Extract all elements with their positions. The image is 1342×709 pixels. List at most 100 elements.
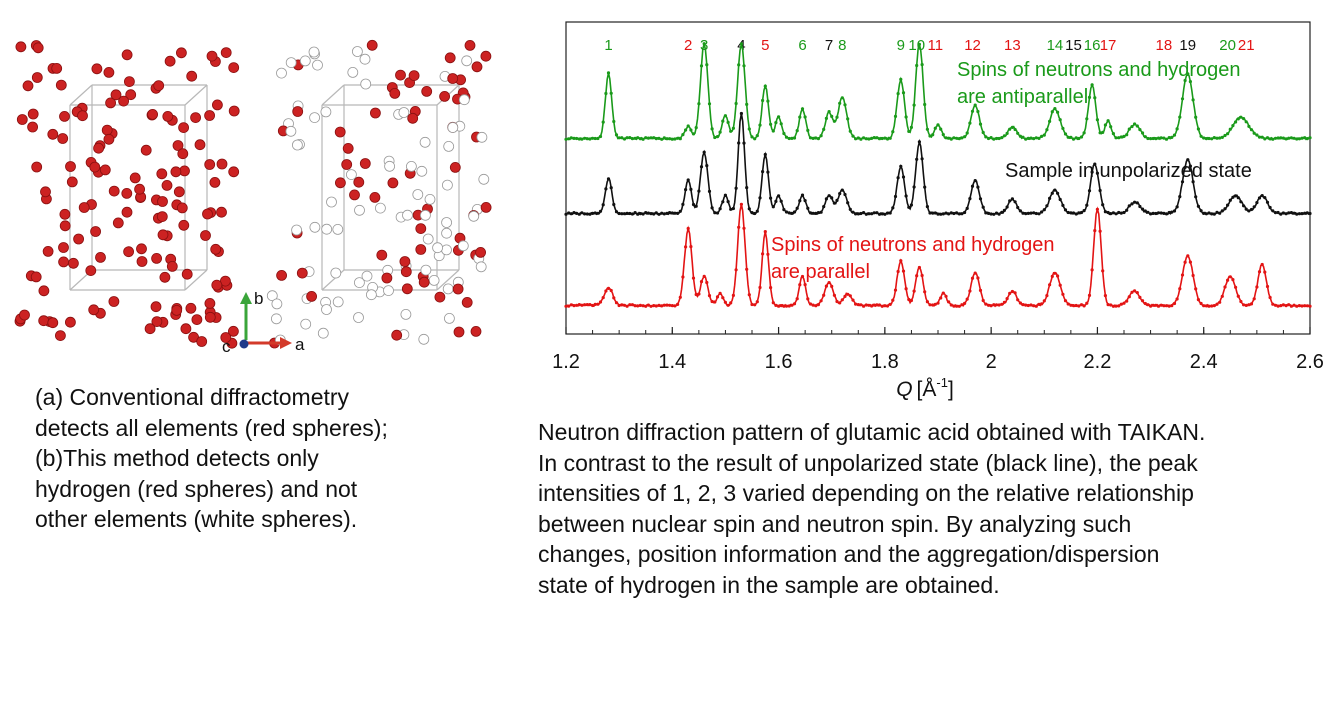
data-point — [1204, 212, 1208, 216]
data-point — [1013, 291, 1017, 295]
atom-red-sphere — [55, 330, 66, 342]
data-point — [745, 102, 749, 106]
atom-red-sphere — [228, 62, 240, 73]
data-point — [877, 303, 882, 307]
data-point — [899, 164, 903, 168]
data-point — [1199, 301, 1203, 306]
data-point — [915, 157, 919, 161]
caption-left-line: detects all elements (red spheres); — [35, 414, 388, 441]
data-point — [867, 303, 871, 307]
data-point — [591, 136, 595, 140]
data-point — [904, 194, 908, 198]
data-point — [1202, 211, 1206, 215]
data-point — [952, 211, 956, 216]
data-point — [984, 211, 988, 215]
data-point — [981, 205, 985, 209]
data-point — [867, 212, 871, 216]
data-point — [1034, 211, 1038, 216]
data-point — [1172, 301, 1177, 306]
data-point — [1162, 211, 1166, 215]
data-point — [811, 303, 815, 307]
data-point — [1141, 299, 1145, 303]
data-point — [1016, 205, 1020, 210]
data-point — [1117, 304, 1121, 308]
unit-cell-edge — [436, 269, 460, 291]
data-point — [769, 196, 773, 200]
atom-red-sphere — [93, 142, 104, 154]
atom-red-sphere — [19, 309, 30, 321]
data-point — [1095, 207, 1099, 211]
data-point — [657, 303, 661, 307]
data-point — [816, 303, 820, 307]
atom-red-sphere — [178, 122, 190, 133]
data-point — [970, 109, 975, 113]
data-point — [745, 267, 749, 271]
data-point — [992, 212, 996, 216]
data-point — [1114, 212, 1118, 216]
atom-red-sphere — [101, 124, 113, 136]
data-point — [1170, 210, 1174, 214]
data-point — [1242, 117, 1246, 121]
data-point — [569, 212, 573, 216]
data-point — [779, 122, 783, 126]
data-point — [681, 202, 685, 206]
data-point — [928, 303, 932, 307]
data-point — [1170, 304, 1174, 308]
data-point — [1029, 211, 1033, 215]
data-point — [832, 293, 836, 297]
data-point — [1138, 128, 1142, 132]
atom-red-sphere — [58, 242, 69, 253]
atom-red-sphere — [166, 260, 178, 272]
atom-red-sphere — [161, 179, 173, 191]
atom-red-sphere — [85, 265, 97, 277]
data-point — [771, 205, 775, 209]
data-point — [1000, 136, 1004, 140]
data-point — [588, 303, 592, 307]
data-point — [1276, 210, 1280, 215]
data-point — [1199, 134, 1203, 138]
data-point — [691, 202, 696, 207]
data-point — [872, 303, 876, 307]
atom-red-sphere — [88, 304, 100, 316]
data-point — [1196, 127, 1200, 131]
atom-red-sphere — [40, 186, 51, 198]
data-point — [734, 101, 738, 106]
data-point — [718, 130, 722, 134]
data-point — [1024, 137, 1028, 141]
atom-red-sphere — [471, 61, 483, 73]
peak-label: 10 — [908, 37, 925, 54]
data-point — [620, 303, 624, 307]
data-point — [973, 103, 977, 107]
peak-label: 14 — [1047, 37, 1064, 54]
data-point — [660, 137, 664, 141]
data-point — [766, 99, 770, 103]
atom-red-sphere — [190, 112, 202, 123]
atom-red-sphere — [369, 191, 381, 203]
atom-white-sphere — [442, 283, 454, 295]
data-point — [1305, 304, 1309, 308]
data-point — [614, 210, 619, 214]
atom-white-sphere — [354, 204, 365, 216]
data-point — [883, 136, 887, 140]
data-point — [933, 211, 937, 215]
atom-white-sphere — [291, 139, 303, 151]
data-point — [1024, 212, 1028, 216]
data-point — [1242, 303, 1246, 307]
data-point — [598, 209, 603, 213]
atom-white-sphere — [360, 78, 372, 90]
atom-red-sphere — [47, 128, 59, 140]
data-point — [721, 200, 725, 204]
data-point — [1305, 137, 1309, 141]
data-point — [1303, 136, 1307, 140]
data-point — [859, 303, 863, 307]
data-point — [668, 303, 672, 307]
data-point — [705, 63, 709, 67]
data-point — [1066, 210, 1070, 215]
data-point — [808, 302, 813, 306]
data-point — [832, 119, 836, 123]
data-point — [1159, 211, 1163, 215]
data-point — [1138, 295, 1142, 299]
data-point — [758, 285, 762, 290]
data-point — [1156, 304, 1161, 308]
data-point — [1053, 188, 1057, 192]
